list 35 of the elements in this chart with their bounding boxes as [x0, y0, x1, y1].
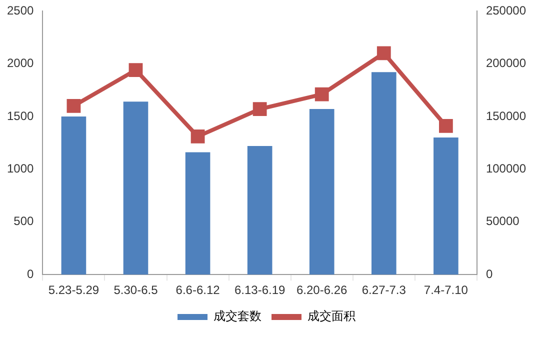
legend-label: 成交套数 — [214, 309, 262, 324]
point — [314, 87, 329, 102]
y2-tick-label: 50000 — [486, 214, 520, 228]
legend-label: 成交面积 — [308, 309, 356, 324]
y-tick-label: 1000 — [6, 161, 34, 176]
y2-tick-label: 250000 — [486, 3, 526, 18]
bar — [309, 109, 334, 275]
y-tick-label: 0 — [27, 266, 34, 281]
point — [438, 118, 453, 133]
x-tick-label: 7.4-7.10 — [424, 283, 468, 298]
point — [190, 130, 205, 144]
y2-tick-label: 200000 — [486, 56, 526, 70]
bar — [247, 146, 272, 275]
y-tick-label: 2500 — [6, 3, 34, 18]
y-tick-label: 1500 — [6, 108, 34, 123]
bar — [371, 72, 396, 275]
y-tick-label: 500 — [14, 214, 34, 228]
y-tick-label: 2000 — [6, 56, 34, 70]
point — [252, 102, 267, 116]
bar — [61, 116, 86, 275]
point — [376, 46, 391, 60]
y2-tick-label: 0 — [486, 266, 493, 281]
x-tick-label: 5.30-6.5 — [114, 283, 158, 298]
bar — [434, 138, 458, 275]
bar — [185, 152, 210, 275]
x-tick-label: 5.23-5.29 — [48, 283, 100, 298]
x-tick-label: 6.13-6.19 — [234, 283, 286, 298]
bar — [123, 102, 148, 275]
y2-tick-label: 150000 — [486, 108, 526, 123]
x-tick-label: 6.6-6.12 — [176, 283, 220, 298]
y2-tick-label: 100000 — [486, 161, 526, 176]
x-tick-label: 6.20-6.26 — [296, 283, 348, 298]
point — [128, 63, 143, 77]
point — [66, 98, 81, 113]
x-tick-label: 6.27-7.3 — [362, 283, 406, 298]
